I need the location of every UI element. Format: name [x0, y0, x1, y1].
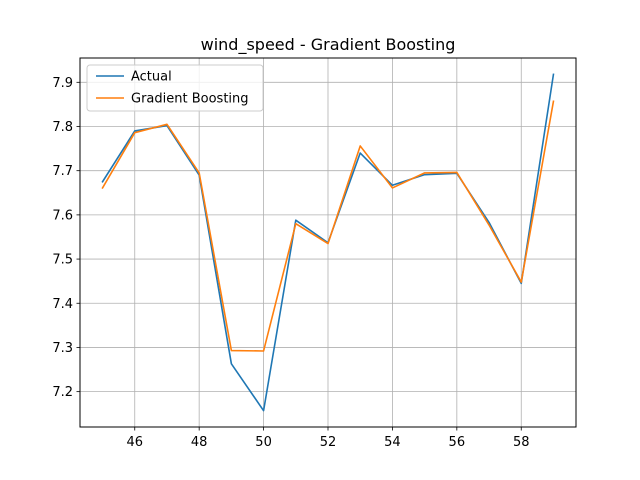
- y-tick-label: 7.8: [52, 120, 73, 135]
- series-group: [101, 73, 555, 412]
- x-tick-label: 54: [384, 435, 401, 450]
- y-tick-label: 7.3: [52, 341, 73, 356]
- legend: Actual Gradient Boosting: [86, 64, 264, 112]
- chart-title: wind_speed - Gradient Boosting: [201, 35, 456, 55]
- x-tick-label: 46: [126, 435, 143, 450]
- legend-box: [86, 64, 264, 112]
- legend-label: Actual: [131, 70, 172, 85]
- x-tick-label: 48: [191, 435, 208, 450]
- y-tick-label: 7.5: [52, 253, 73, 268]
- x-axis: 46 48 50 52 54 56 58: [126, 427, 530, 450]
- legend-label: Gradient Boosting: [131, 92, 249, 107]
- y-tick-label: 7.4: [52, 297, 73, 312]
- x-tick-label: 50: [255, 435, 272, 450]
- y-tick-label: 7.6: [52, 208, 73, 223]
- x-tick-label: 56: [449, 435, 466, 450]
- x-tick-label: 58: [513, 435, 530, 450]
- y-axis: 7.2 7.3 7.4 7.5 7.6 7.7 7.8 7.9: [52, 76, 80, 400]
- x-tick-label: 52: [320, 435, 337, 450]
- y-tick-label: 7.9: [52, 76, 73, 91]
- y-tick-label: 7.7: [52, 164, 73, 179]
- series-line-gradient-boosting: [101, 100, 555, 352]
- grid: [80, 58, 576, 427]
- y-tick-label: 7.2: [52, 385, 73, 400]
